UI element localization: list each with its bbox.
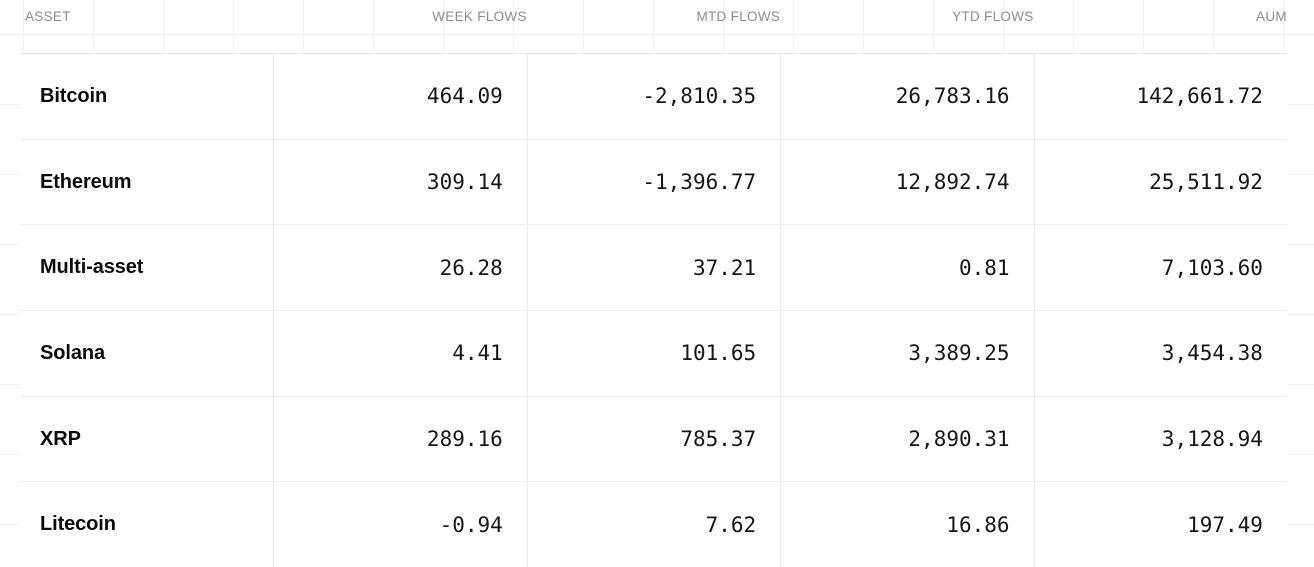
asset-name-cell: Bitcoin	[40, 84, 108, 107]
aum-value-cell: 197.49	[1033, 482, 1287, 567]
ytd-flows-value-cell: 12,892.74	[780, 139, 1033, 225]
aum-value-cell: 142,661.72	[1033, 54, 1287, 139]
table-row: Solana 4.41 101.65 3,389.25 3,454.38	[20, 310, 1287, 396]
mtd-flows-value-cell: -1,396.77	[526, 139, 780, 225]
table-row: Litecoin -0.94 7.62 16.86 197.49	[20, 481, 1287, 567]
column-header-week-flows: WEEK FLOWS	[432, 9, 527, 24]
table-row: Bitcoin 464.09 -2,810.35 26,783.16 142,661.7…	[20, 54, 1287, 139]
column-header-ytd-flows: YTD FLOWS	[952, 9, 1034, 24]
column-header-mtd-flows: MTD FLOWS	[696, 9, 781, 24]
mtd-flows-value-cell: 37.21	[526, 225, 780, 311]
week-flows-value-cell: 26.28	[273, 225, 526, 311]
asset-name-cell: Solana	[40, 341, 105, 364]
ytd-flows-value-cell: 16.86	[780, 482, 1033, 567]
week-flows-value-cell: 289.16	[273, 396, 526, 482]
ytd-flows-value-cell: 0.81	[780, 225, 1033, 311]
table-row: XRP 289.16 785.37 2,890.31 3,128.94	[20, 395, 1287, 482]
week-flows-value-cell: 4.41	[273, 311, 526, 396]
mtd-flows-value-cell: 101.65	[526, 311, 780, 396]
aum-value-cell: 7,103.60	[1033, 225, 1287, 311]
week-flows-value-cell: 464.09	[273, 54, 526, 139]
mtd-flows-value-cell: 785.37	[526, 396, 780, 482]
ytd-flows-value-cell: 2,890.31	[780, 396, 1033, 482]
aum-value-cell: 3,454.38	[1033, 311, 1287, 396]
asset-name-cell: XRP	[40, 427, 81, 450]
asset-name-cell: Litecoin	[40, 513, 116, 536]
table-header-row: ASSET WEEK FLOWS MTD FLOWS YTD FLOWS AUM	[20, 0, 1287, 53]
mtd-flows-value-cell: 7.62	[526, 482, 780, 567]
asset-name-cell: Multi-asset	[40, 256, 144, 279]
ytd-flows-value-cell: 26,783.16	[780, 54, 1033, 139]
aum-value-cell: 25,511.92	[1033, 139, 1287, 225]
fund-flows-table: ASSET WEEK FLOWS MTD FLOWS YTD FLOWS AUM Bit…	[20, 0, 1287, 567]
column-header-asset: ASSET	[25, 9, 71, 24]
table-row: Multi-asset 26.28 37.21 0.81 7,103.60	[20, 224, 1287, 311]
aum-value-cell: 3,128.94	[1033, 396, 1287, 482]
week-flows-value-cell: -0.94	[273, 482, 526, 567]
asset-name-cell: Ethereum	[40, 170, 132, 193]
ytd-flows-value-cell: 3,389.25	[780, 311, 1033, 396]
mtd-flows-value-cell: -2,810.35	[526, 54, 780, 139]
week-flows-value-cell: 309.14	[273, 139, 526, 225]
column-header-aum: AUM	[1256, 9, 1287, 24]
table-body: Bitcoin 464.09 -2,810.35 26,783.16 142,661.7…	[20, 53, 1287, 567]
table-row: Ethereum 309.14 -1,396.77 12,892.74 25,511.9…	[20, 138, 1287, 225]
